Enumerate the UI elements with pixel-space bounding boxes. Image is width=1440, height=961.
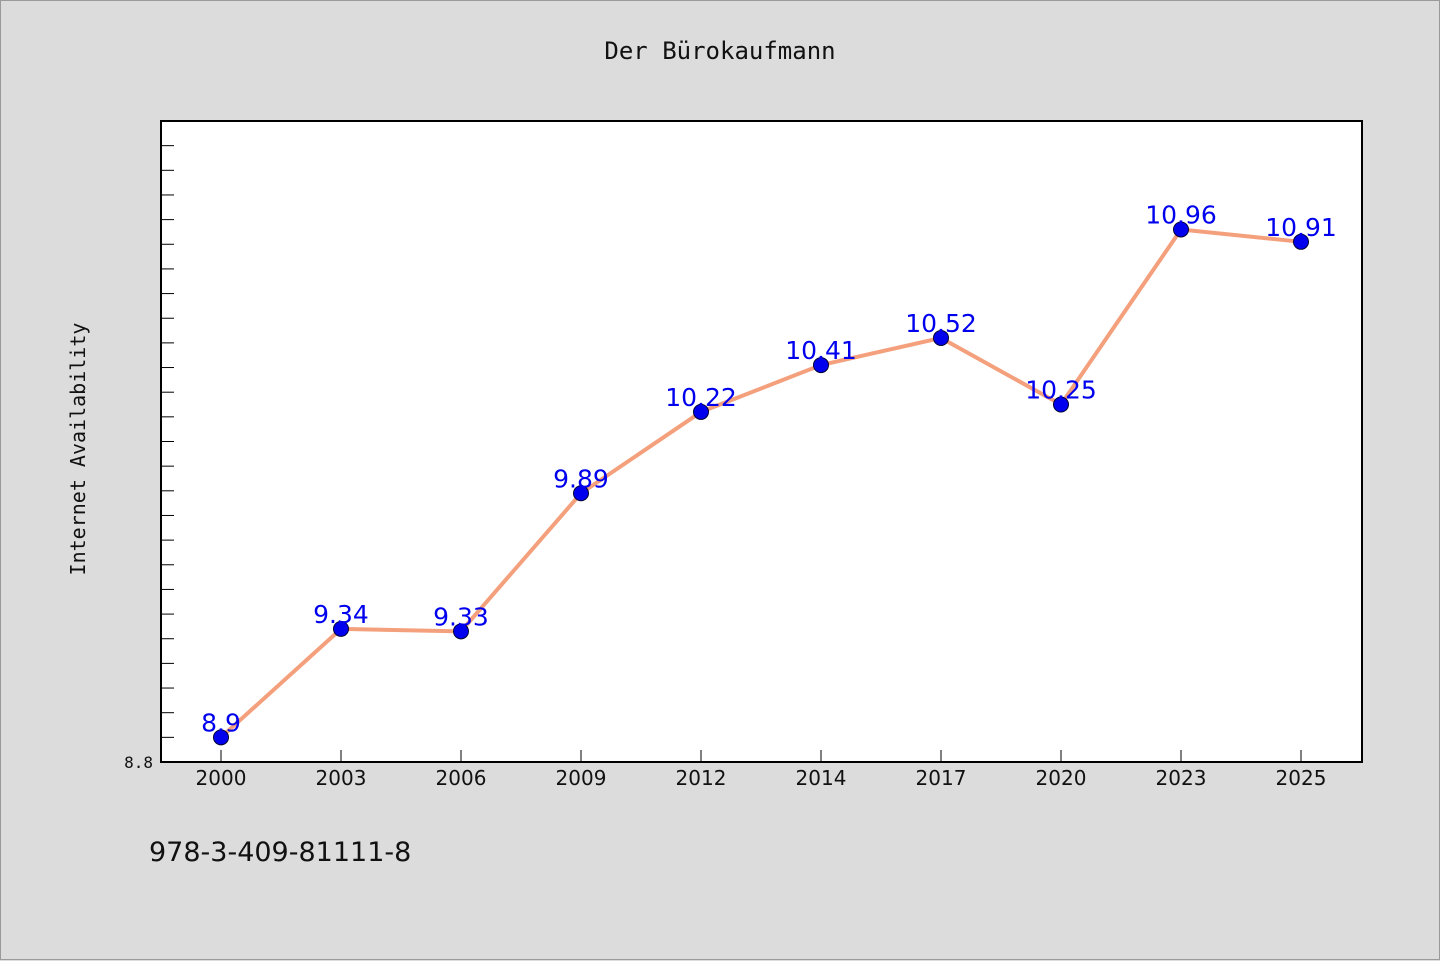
y-tick-label: 8.8 bbox=[124, 753, 153, 772]
x-tick-label: 2006 bbox=[436, 766, 487, 790]
series-line bbox=[219, 227, 1302, 739]
x-tick-label: 2017 bbox=[916, 766, 967, 790]
data-label: 10.25 bbox=[1025, 376, 1097, 405]
data-label: 10.41 bbox=[785, 336, 857, 365]
x-tick-label: 2012 bbox=[676, 766, 727, 790]
data-point bbox=[813, 357, 829, 374]
x-tick-label: 2023 bbox=[1156, 766, 1207, 790]
data-label: 10.96 bbox=[1145, 200, 1217, 229]
data-label: 9.33 bbox=[433, 602, 489, 631]
data-point bbox=[1293, 233, 1309, 250]
data-point bbox=[693, 403, 709, 420]
data-point bbox=[933, 329, 949, 346]
series-points-group bbox=[213, 221, 1309, 746]
x-axis-ticks: 2000 2003 2006 2009 2012 2014 2017 2020 2023 2025 bbox=[196, 750, 1327, 790]
data-labels-group: 8.9 9.34 9.33 9.89 10.22 10.41 10.52 10.25 10.96… bbox=[201, 200, 1337, 737]
data-point bbox=[573, 485, 589, 502]
chart-title: Der Bürokaufmann bbox=[604, 37, 836, 65]
y-axis-label: Internet Availability bbox=[66, 323, 90, 576]
x-tick-label: 2020 bbox=[1036, 766, 1087, 790]
data-point bbox=[333, 620, 349, 637]
data-label: 10.91 bbox=[1265, 213, 1337, 242]
data-point bbox=[453, 623, 469, 640]
x-tick-label: 2003 bbox=[316, 766, 367, 790]
data-label: 8.9 bbox=[201, 708, 241, 737]
x-tick-label: 2009 bbox=[556, 766, 607, 790]
data-label: 9.34 bbox=[313, 600, 369, 629]
data-point bbox=[213, 729, 229, 746]
plot-area bbox=[160, 120, 1363, 763]
data-point bbox=[1053, 396, 1069, 413]
data-label: 9.89 bbox=[553, 464, 609, 493]
series-line-group bbox=[219, 227, 1302, 739]
data-label: 10.52 bbox=[905, 309, 977, 338]
data-label: 10.22 bbox=[665, 383, 737, 412]
footer-code: 978-3-409-81111-8 bbox=[149, 837, 412, 868]
x-tick-label: 2025 bbox=[1276, 766, 1327, 790]
x-tick-label: 2014 bbox=[796, 766, 847, 790]
x-tick-label: 2000 bbox=[196, 766, 247, 790]
y-axis-ticks: 8.8 bbox=[124, 145, 174, 772]
data-point bbox=[1173, 221, 1189, 238]
